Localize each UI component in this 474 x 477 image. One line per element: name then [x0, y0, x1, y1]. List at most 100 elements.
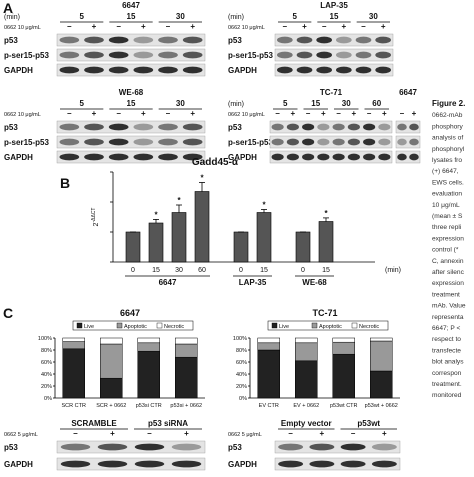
stacked-bar-segment — [137, 342, 160, 352]
treatment-sign: – — [306, 109, 311, 118]
band — [296, 36, 313, 44]
band — [340, 443, 366, 451]
band — [371, 460, 397, 468]
lane-group-label: p53wt — [357, 419, 380, 428]
row-label: GAPDH — [4, 460, 33, 469]
band — [134, 443, 165, 451]
band — [182, 66, 203, 74]
treatment-sign: + — [110, 429, 115, 438]
group-label: 6647 — [159, 278, 177, 287]
band — [375, 51, 392, 59]
blot-strip — [274, 63, 394, 77]
band — [271, 138, 284, 146]
treatment-sign: – — [288, 429, 293, 438]
band — [317, 138, 330, 146]
caption-line: C, annexin — [432, 258, 464, 265]
blot-strip — [56, 440, 206, 454]
band — [276, 66, 293, 74]
x-tick-label: 15 — [152, 267, 160, 274]
band — [271, 153, 284, 161]
band — [182, 153, 203, 161]
band — [347, 123, 360, 131]
group-label: WE-68 — [302, 278, 327, 287]
legend-swatch — [116, 322, 123, 329]
band — [397, 138, 407, 146]
band — [309, 460, 335, 468]
stacked-bar-segment — [370, 340, 393, 372]
treatment-sign: – — [367, 109, 372, 118]
band — [158, 153, 178, 161]
legend-swatch — [76, 322, 83, 329]
treatment-sign: – — [283, 22, 288, 31]
band — [355, 51, 372, 59]
band — [97, 460, 128, 468]
treatment-label: 0662 5 μg/mL — [4, 432, 38, 438]
time-label: (min) — [228, 14, 244, 21]
x-tick-label: 0 — [131, 267, 135, 274]
band — [276, 36, 293, 44]
treatment-sign: – — [275, 109, 280, 118]
band — [171, 460, 202, 468]
lane-group-label: 30 — [176, 99, 185, 108]
chart-title: 6647 — [120, 308, 140, 318]
caption-line: phosphoryl — [432, 146, 465, 153]
caption-line: 6647; P < — [432, 325, 460, 332]
bar — [125, 231, 141, 263]
x-tick-label: 0 — [301, 267, 305, 274]
band — [59, 66, 80, 74]
y-label-base: 2 — [93, 222, 100, 226]
row-label: p-ser15-p53 — [228, 138, 273, 147]
band — [108, 51, 129, 59]
band — [332, 123, 345, 131]
treatment-sign: + — [92, 22, 97, 31]
caption-line: phosphory — [432, 123, 463, 130]
row-label: GAPDH — [4, 153, 33, 162]
band — [296, 66, 313, 74]
treatment-sign: + — [190, 109, 195, 118]
treatment-sign: + — [381, 22, 386, 31]
band — [302, 138, 315, 146]
band — [355, 66, 372, 74]
time-label: (min) — [228, 101, 244, 108]
band — [182, 123, 203, 131]
lane-group-label: 60 — [372, 99, 381, 108]
lane-group-label: Empty vector — [281, 419, 332, 428]
band — [397, 153, 407, 161]
band — [59, 153, 80, 161]
band — [397, 123, 407, 131]
band — [133, 153, 154, 161]
band — [182, 51, 203, 59]
x-tick-label: 15 — [260, 267, 268, 274]
band — [59, 51, 80, 59]
treatment-sign: – — [147, 429, 152, 438]
band — [134, 460, 165, 468]
band — [60, 460, 91, 468]
caption-line: treatment — [432, 291, 460, 298]
lane-group-label: 30 — [176, 12, 185, 21]
chart-title: Gadd45-α — [192, 157, 239, 168]
y-label-exponent: -ΔΔCT — [91, 208, 97, 223]
stacked-bar-segment — [295, 360, 318, 399]
caption-line: monitored — [432, 392, 462, 399]
treatment-sign: – — [73, 429, 78, 438]
treatment-label: 0662 5 μg/mL — [228, 432, 262, 438]
blot-strip — [274, 48, 394, 62]
y-tick-label: 80% — [41, 348, 52, 354]
band — [317, 153, 330, 161]
bar — [194, 191, 210, 263]
band — [108, 138, 129, 146]
y-tick-label: 20% — [236, 384, 247, 390]
band — [363, 123, 376, 131]
band — [409, 123, 419, 131]
x-tick-label: SCR CTR — [62, 403, 86, 409]
treatment-sign: – — [67, 109, 72, 118]
band — [378, 153, 391, 161]
treatment-sign: + — [352, 109, 357, 118]
caption-line: mAb. Value — [432, 303, 466, 310]
y-tick-label: 80% — [236, 348, 247, 354]
y-tick-label: 40% — [41, 372, 52, 378]
panel-label: A — [3, 0, 13, 16]
lane-group-label: p53 siRNA — [148, 419, 188, 428]
